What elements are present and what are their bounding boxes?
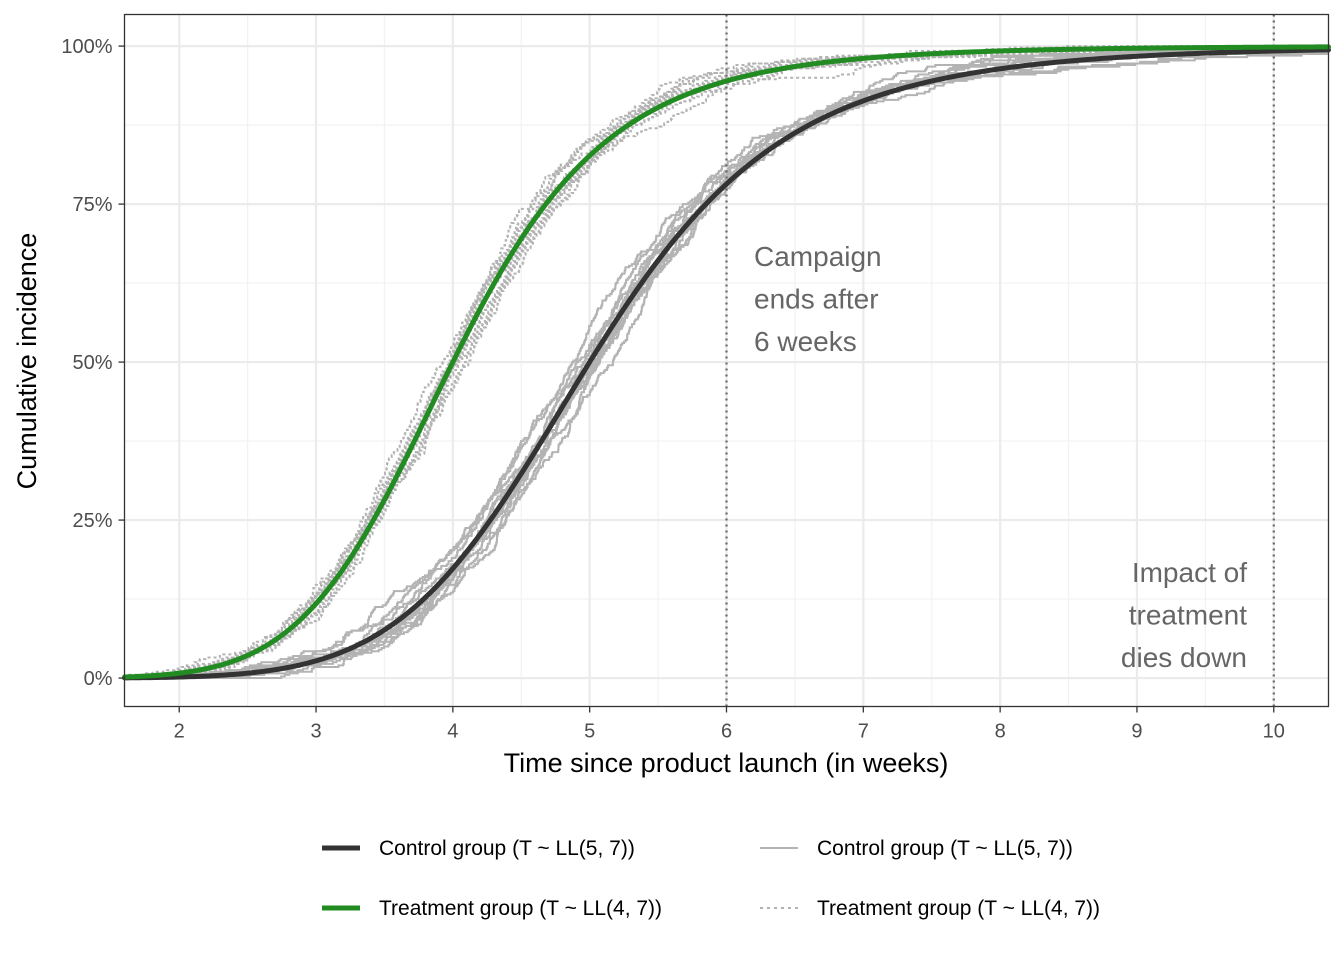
simulated-treatment-curve xyxy=(124,45,1329,680)
model-curves xyxy=(122,44,1331,681)
simulated-control-curve xyxy=(124,45,1329,680)
x-tick-label: 3 xyxy=(310,721,321,743)
legend-label-treatment-thick: Treatment group (T ~ LL(4, 7)) xyxy=(379,897,662,920)
x-tick-label: 5 xyxy=(584,721,595,743)
y-tick-label: 100% xyxy=(61,36,112,58)
annotation-campaign-ends-line: Campaign xyxy=(754,241,882,272)
reference-lines xyxy=(725,14,1275,707)
y-axis-title: Cumulative incidence xyxy=(12,233,42,490)
simulated-control-curve xyxy=(124,46,1329,680)
treatment-model-curve xyxy=(122,44,1331,680)
simulated-treatment-curve xyxy=(124,45,1329,678)
x-tick-label: 9 xyxy=(1131,721,1142,743)
annotations: Campaign ends after 6 weeks Impact of treatm… xyxy=(754,241,1247,673)
simulated-control-curve xyxy=(124,48,1329,680)
simulated-control-curve xyxy=(124,49,1329,678)
x-axis: 2 3 4 5 6 7 8 9 10 xyxy=(174,706,1285,743)
legend: Control group (T ~ LL(5, 7)) Control gro… xyxy=(322,837,1100,920)
legend-label-treatment-dotted: Treatment group (T ~ LL(4, 7)) xyxy=(817,897,1100,920)
annotation-impact-dies-down-line: Impact of xyxy=(1132,557,1247,588)
legend-label-control-thin: Control group (T ~ LL(5, 7)) xyxy=(817,837,1073,860)
x-tick-label: 2 xyxy=(174,721,185,743)
grid xyxy=(124,14,1329,707)
y-tick-label: 50% xyxy=(72,352,112,374)
y-tick-label: 0% xyxy=(84,668,113,690)
x-tick-label: 4 xyxy=(447,721,458,743)
annotation-campaign-ends-line: 6 weeks xyxy=(754,326,857,357)
y-axis: 0% 25% 50% 75% 100% xyxy=(61,36,125,690)
x-axis-title: Time since product launch (in weeks) xyxy=(504,748,949,778)
control-model-curve xyxy=(122,47,1331,681)
x-tick-label: 10 xyxy=(1263,721,1285,743)
simulated-treatment-curve xyxy=(124,45,1329,678)
annotation-impact-dies-down-line: treatment xyxy=(1129,600,1247,631)
simulated-treatment-curve xyxy=(124,48,1329,678)
legend-label-control-thick: Control group (T ~ LL(5, 7)) xyxy=(379,837,635,860)
annotation-campaign-ends-line: ends after xyxy=(754,284,879,315)
x-tick-label: 6 xyxy=(721,721,732,743)
x-tick-label: 7 xyxy=(858,721,869,743)
x-tick-label: 8 xyxy=(995,721,1006,743)
annotation-impact-dies-down-line: dies down xyxy=(1121,642,1247,673)
simulated-control-curve xyxy=(124,53,1329,680)
y-tick-label: 25% xyxy=(72,510,112,532)
simulated-treatment-curve xyxy=(124,45,1329,678)
y-tick-label: 75% xyxy=(72,194,112,216)
